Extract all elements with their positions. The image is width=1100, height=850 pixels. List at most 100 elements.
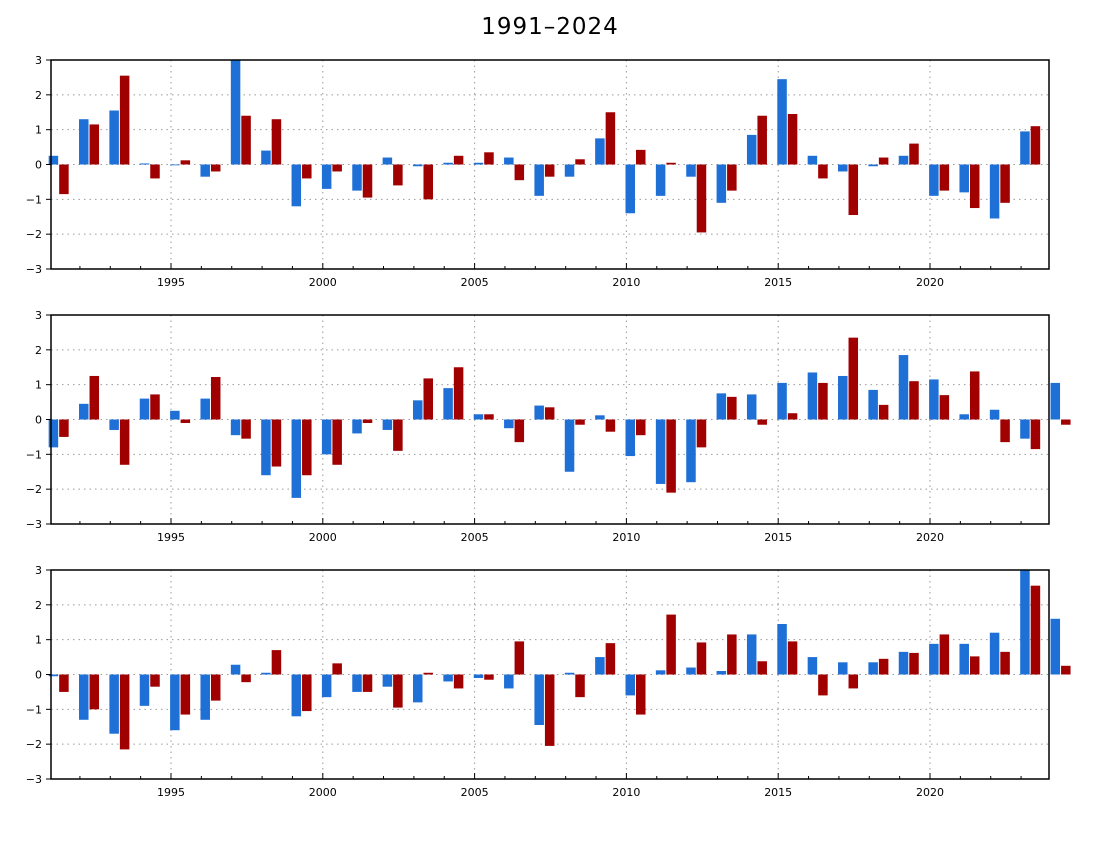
bar-series-2 — [484, 674, 494, 680]
bar-series-1 — [170, 410, 180, 420]
bar-series-1 — [109, 674, 119, 734]
bar-series-1 — [1020, 570, 1030, 675]
bar-series-1 — [79, 403, 89, 420]
y-tick-label: 2 — [35, 344, 42, 357]
bar-series-1 — [655, 164, 666, 196]
bar-series-2 — [423, 672, 433, 675]
x-tick-label: 2005 — [461, 276, 489, 289]
y-tick-label: 1 — [35, 379, 42, 392]
bar-series-1 — [48, 674, 59, 677]
bar-series-2 — [605, 643, 616, 675]
bar-series-1 — [321, 419, 332, 455]
bar-series-1 — [473, 674, 484, 678]
bar-series-1 — [655, 670, 666, 675]
bar-series-2 — [696, 419, 707, 448]
bar-series-1 — [1020, 131, 1030, 165]
bar-series-1 — [564, 419, 575, 472]
bar-series-1 — [989, 409, 1000, 420]
bar-series-1 — [170, 674, 180, 731]
bar-series-2 — [423, 164, 433, 200]
y-tick-label: −2 — [26, 228, 42, 241]
bar-series-2 — [818, 674, 828, 696]
panel-3: −3 −2 −1 0 1 2 3 1995 2000 2005 2010 2015 2020 — [26, 564, 1071, 799]
bar-series-2 — [514, 164, 525, 181]
bar-series-2 — [969, 371, 980, 420]
bar-series-2 — [271, 119, 282, 165]
bar-series-2 — [302, 164, 312, 179]
bar-series-2 — [909, 143, 919, 165]
bar-series-1 — [48, 419, 59, 448]
bar-series-1 — [868, 164, 878, 167]
bar-series-1 — [929, 164, 939, 196]
x-tick-label: 1995 — [157, 786, 185, 799]
y-tick-label: −3 — [26, 773, 42, 786]
bar-series-1 — [170, 164, 180, 166]
bar-series-2 — [848, 674, 859, 689]
bar-series-2 — [818, 382, 828, 420]
bar-series-1 — [504, 157, 514, 165]
bar-series-2 — [59, 164, 69, 195]
bar-series-2 — [89, 375, 100, 420]
bar-series-2 — [514, 419, 525, 443]
bar-series-2 — [848, 337, 859, 420]
bar-series-2 — [302, 419, 312, 476]
bar-series-1 — [382, 157, 393, 165]
x-tick-label: 2000 — [309, 786, 337, 799]
bar-series-1 — [200, 164, 210, 177]
bar-series-2 — [362, 164, 373, 198]
x-tick-label: 2000 — [309, 276, 337, 289]
bar-series-2 — [909, 652, 919, 675]
bar-series-1 — [989, 164, 1000, 219]
bar-series-2 — [605, 419, 616, 432]
bar-series-1 — [595, 415, 605, 420]
bar-series-2 — [59, 419, 69, 437]
bar-series-1 — [716, 393, 727, 420]
bar-series-1 — [777, 79, 787, 165]
bar-series-1 — [473, 162, 484, 165]
bar-series-2 — [969, 164, 980, 209]
y-tick-label: −2 — [26, 738, 42, 751]
bar-series-2 — [393, 164, 403, 186]
bar-series-1 — [291, 674, 302, 717]
bar-series-1 — [777, 382, 787, 420]
bar-series-1 — [595, 138, 605, 165]
bar-series-2 — [210, 377, 221, 420]
bar-series-2 — [180, 160, 191, 165]
bar-series-1 — [686, 419, 696, 483]
bar-series-1 — [716, 671, 727, 675]
bar-series-1 — [534, 405, 544, 420]
bar-series-1 — [79, 674, 89, 720]
bar-series-2 — [453, 155, 464, 165]
bar-series-2 — [878, 404, 889, 420]
bar-series-2 — [939, 164, 950, 191]
bar-series-2 — [1061, 419, 1071, 425]
bar-series-1 — [48, 155, 59, 165]
bar-series-2 — [150, 164, 160, 179]
bar-series-1 — [595, 657, 605, 675]
bar-series-2 — [939, 395, 950, 420]
bar-series-2 — [484, 152, 494, 165]
y-tick-label: 1 — [35, 124, 42, 137]
bar-series-1 — [959, 643, 969, 675]
bar-series-2 — [1030, 419, 1041, 450]
bar-series-1 — [838, 164, 848, 172]
bar-series-2 — [332, 663, 342, 675]
bar-series-2 — [727, 634, 737, 675]
bar-series-2 — [302, 674, 312, 712]
bar-series-2 — [423, 378, 433, 420]
y-tick-label: 3 — [35, 54, 42, 67]
bar-series-2 — [757, 115, 767, 165]
bar-series-2 — [119, 674, 130, 750]
bar-series-2 — [636, 149, 646, 165]
bar-series-1 — [625, 164, 636, 214]
bar-series-1 — [898, 155, 909, 165]
bar-series-2 — [393, 419, 403, 451]
bar-series-1 — [139, 674, 150, 706]
x-tick-label: 2015 — [764, 531, 792, 544]
bar-series-1 — [777, 623, 787, 675]
bar-series-1 — [382, 674, 393, 687]
bar-series-1 — [625, 419, 636, 457]
bar-series-2 — [514, 641, 525, 675]
bar-series-1 — [321, 164, 332, 189]
x-tick-label: 2020 — [916, 531, 944, 544]
